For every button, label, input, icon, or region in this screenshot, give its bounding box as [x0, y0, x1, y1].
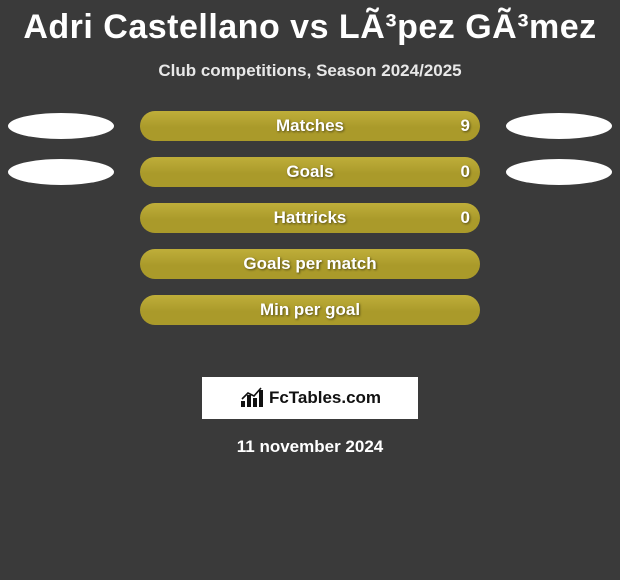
player-left-marker [8, 159, 114, 185]
stat-value: 0 [461, 203, 470, 233]
stat-row-hattricks: Hattricks 0 [0, 203, 620, 233]
stat-label: Goals per match [140, 249, 480, 279]
stat-row-matches: Matches 9 [0, 111, 620, 141]
stat-label: Goals [140, 157, 480, 187]
page-title: Adri Castellano vs LÃ³pez GÃ³mez [0, 0, 620, 47]
bar-track: Matches 9 [140, 111, 480, 141]
player-right-marker [506, 159, 612, 185]
stat-row-goals-per-match: Goals per match [0, 249, 620, 279]
stat-value: 9 [461, 111, 470, 141]
player-left-marker [8, 113, 114, 139]
subtitle: Club competitions, Season 2024/2025 [0, 61, 620, 81]
player-right-marker [506, 113, 612, 139]
date-caption: 11 november 2024 [0, 437, 620, 457]
stat-row-goals: Goals 0 [0, 157, 620, 187]
stat-label: Hattricks [140, 203, 480, 233]
brand-label: FcTables.com [269, 388, 381, 408]
bar-track: Goals 0 [140, 157, 480, 187]
stat-row-min-per-goal: Min per goal [0, 295, 620, 325]
comparison-widget: Adri Castellano vs LÃ³pez GÃ³mez Club co… [0, 0, 620, 580]
bar-track: Goals per match [140, 249, 480, 279]
brand-badge[interactable]: FcTables.com [202, 377, 418, 419]
stats-chart: Matches 9 Goals 0 Hattricks 0 [0, 111, 620, 361]
bar-track: Hattricks 0 [140, 203, 480, 233]
fctables-logo-icon [239, 387, 265, 409]
stat-label: Min per goal [140, 295, 480, 325]
stat-label: Matches [140, 111, 480, 141]
stat-value: 0 [461, 157, 470, 187]
bar-track: Min per goal [140, 295, 480, 325]
